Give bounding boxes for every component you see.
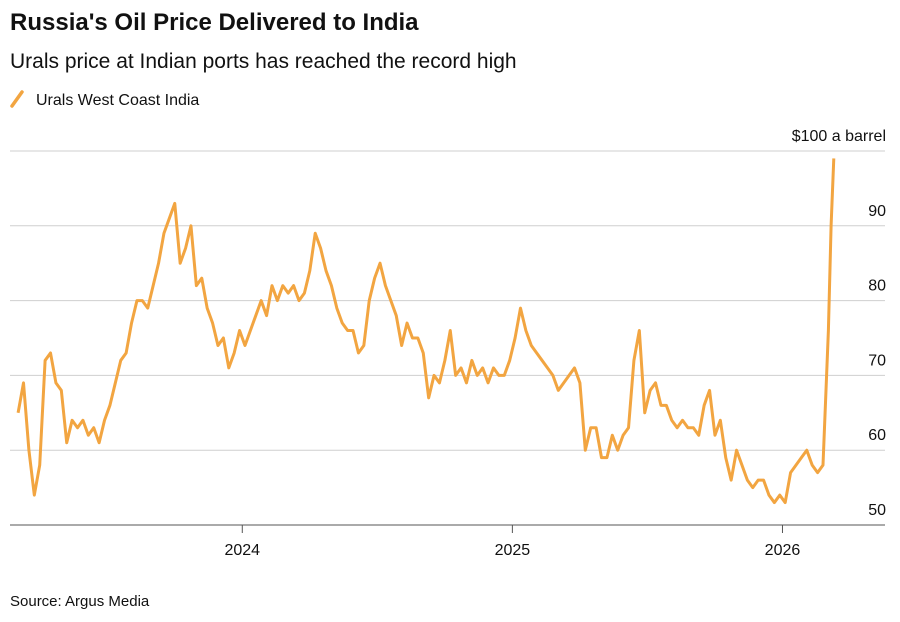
y-tick-label: 70 bbox=[868, 352, 886, 369]
x-tick-label: 2026 bbox=[765, 542, 801, 559]
y-tick-label: 50 bbox=[868, 502, 886, 519]
legend-label: Urals West Coast India bbox=[36, 92, 199, 109]
data-line bbox=[16, 158, 836, 505]
legend-swatch bbox=[10, 90, 24, 108]
y-tick-label: 90 bbox=[868, 203, 886, 220]
y-tick-label: 80 bbox=[868, 278, 886, 295]
source: Source: Argus Media bbox=[10, 593, 150, 610]
y-tick-label: $100 a barrel bbox=[792, 128, 886, 145]
x-tick-label: 2024 bbox=[224, 542, 260, 559]
x-tick-label: 2025 bbox=[495, 542, 531, 559]
chart-title: Russia's Oil Price Delivered to India bbox=[10, 9, 419, 36]
chart-subtitle: Urals price at Indian ports has reached … bbox=[10, 50, 517, 73]
y-tick-label: 60 bbox=[868, 427, 886, 444]
